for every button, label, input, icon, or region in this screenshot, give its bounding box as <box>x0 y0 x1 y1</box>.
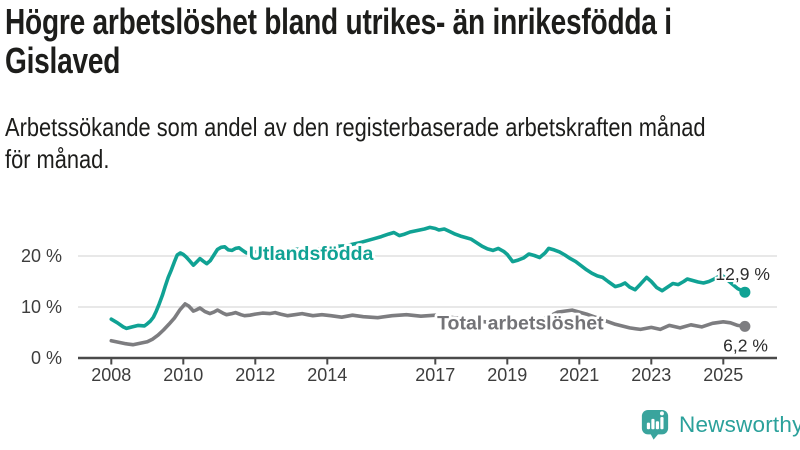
page-subtitle: Arbetssökande som andel av den registerb… <box>5 112 800 175</box>
y-tick-label-20: 20 % <box>21 246 62 266</box>
x-tick-label-2017: 2017 <box>415 365 455 385</box>
newsworthy-logo-icon <box>641 410 669 440</box>
end-value-label-utlandsfodda: 12,9 % <box>715 264 769 284</box>
chart-end-value-labels: 12,9 % 6,2 % <box>713 262 771 357</box>
chart-gridlines <box>78 255 777 308</box>
series-line-total-arbetsloshet <box>109 302 747 347</box>
series-end-dot-utlandsfodda <box>739 286 751 298</box>
series-label-utlandsfodda: Utlandsfödda <box>249 243 374 265</box>
page-title: Högre arbetslöshet bland utrikes- än inr… <box>5 2 800 80</box>
chart-y-axis-labels: 0 % 10 % 20 % <box>21 246 62 368</box>
y-tick-label-10: 10 % <box>21 297 62 317</box>
bar-chart-exclamation-glyph <box>646 411 664 430</box>
newsworthy-logo[interactable]: Newsworthy <box>640 408 800 442</box>
page-subtitle-line-1: Arbetssökande som andel av den registerb… <box>5 112 706 142</box>
unemployment-line-chart: 2008 2010 2012 2014 2017 2019 2021 2023 2025 0 %… <box>21 225 777 385</box>
chart-series-labels: Utlandsfödda Total arbetslöshet <box>246 240 607 337</box>
speech-bubble-shape <box>641 410 669 440</box>
y-tick-label-0: 0 % <box>31 348 62 368</box>
x-tick-label-2010: 2010 <box>163 365 203 385</box>
series-label-total-arbetsloshet: Total arbetslöshet <box>437 312 604 334</box>
chart-x-axis: 2008 2010 2012 2014 2017 2019 2021 2023 2025 <box>78 356 777 385</box>
x-tick-label-2014: 2014 <box>307 365 347 385</box>
x-tick-label-2008: 2008 <box>91 365 131 385</box>
page-subtitle-line-2: för månad. <box>5 143 110 174</box>
series-line-utlandsfodda <box>109 225 747 331</box>
x-tick-label-2023: 2023 <box>631 365 671 385</box>
page-title-line-2: Gislaved <box>5 40 121 81</box>
x-tick-label-2012: 2012 <box>235 365 275 385</box>
series-end-dot-total-arbetsloshet <box>739 320 751 332</box>
newsworthy-logo-text: Newsworthy <box>679 412 800 437</box>
x-tick-label-2025: 2025 <box>703 365 743 385</box>
page-title-line-1: Högre arbetslöshet bland utrikes- än inr… <box>5 1 672 42</box>
x-tick-label-2021: 2021 <box>559 365 599 385</box>
end-value-label-total-arbetsloshet: 6,2 % <box>723 335 768 355</box>
chart-series-lines <box>109 225 751 347</box>
x-tick-label-2019: 2019 <box>487 365 527 385</box>
